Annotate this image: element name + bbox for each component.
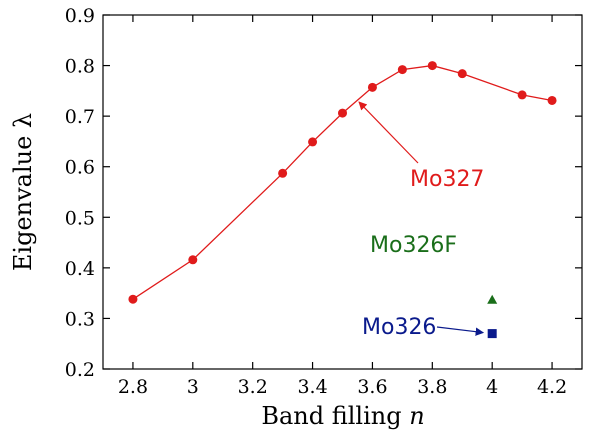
- mo326-annotation: Mo326: [362, 315, 436, 340]
- mo326f-point: [487, 294, 498, 304]
- mo327-point: [367, 82, 377, 92]
- x-axis-title: Band filling n: [261, 402, 424, 430]
- x-tick-label: 3: [187, 376, 199, 398]
- x-tick-label: 3.2: [238, 376, 268, 398]
- x-tick-label: 3.4: [297, 376, 327, 398]
- y-tick-label: 0.8: [65, 56, 95, 78]
- mo326-arrow: [436, 326, 485, 336]
- mo326-point: [487, 329, 497, 339]
- x-axis-ticks: 2.8 3 3.2 3.4 3.6 3.8 4 4.2: [118, 15, 567, 398]
- y-axis-ticks: 0.2 0.3 0.4 0.5 0.6 0.7 0.8 0.9: [65, 5, 582, 381]
- mo327-line: [132, 64, 553, 300]
- x-tick-label: 2.8: [118, 376, 148, 398]
- mo327-point: [397, 65, 407, 75]
- x-tick-label: 4: [486, 376, 498, 398]
- mo327-point: [338, 108, 347, 118]
- mo327-point: [457, 69, 467, 79]
- mo326f-annotation: Mo326F: [370, 233, 457, 258]
- mo327-point: [547, 95, 557, 105]
- series-layer: [128, 61, 557, 339]
- mo327-point: [188, 255, 198, 265]
- mo327-point: [427, 61, 437, 71]
- mo327-point: [517, 90, 527, 100]
- mo327-point: [278, 168, 288, 178]
- y-tick-label: 0.3: [65, 308, 95, 330]
- y-tick-label: 0.5: [65, 207, 95, 229]
- mo327-arrow: [358, 101, 419, 164]
- y-tick-label: 0.7: [65, 106, 95, 128]
- x-tick-label: 3.6: [357, 376, 387, 398]
- y-tick-label: 0.9: [65, 5, 95, 27]
- mo327-point: [308, 137, 318, 147]
- y-tick-label: 0.6: [65, 157, 95, 179]
- x-tick-label: 3.8: [417, 376, 447, 398]
- mo327-annotation: Mo327: [410, 167, 484, 192]
- plot-frame: [102, 14, 583, 370]
- x-tick-label: 4.2: [537, 376, 567, 398]
- y-tick-label: 0.4: [65, 258, 95, 280]
- y-axis-title: Eigenvalue λ: [9, 113, 37, 271]
- mo327-point: [128, 294, 138, 304]
- y-tick-label: 0.2: [65, 359, 95, 381]
